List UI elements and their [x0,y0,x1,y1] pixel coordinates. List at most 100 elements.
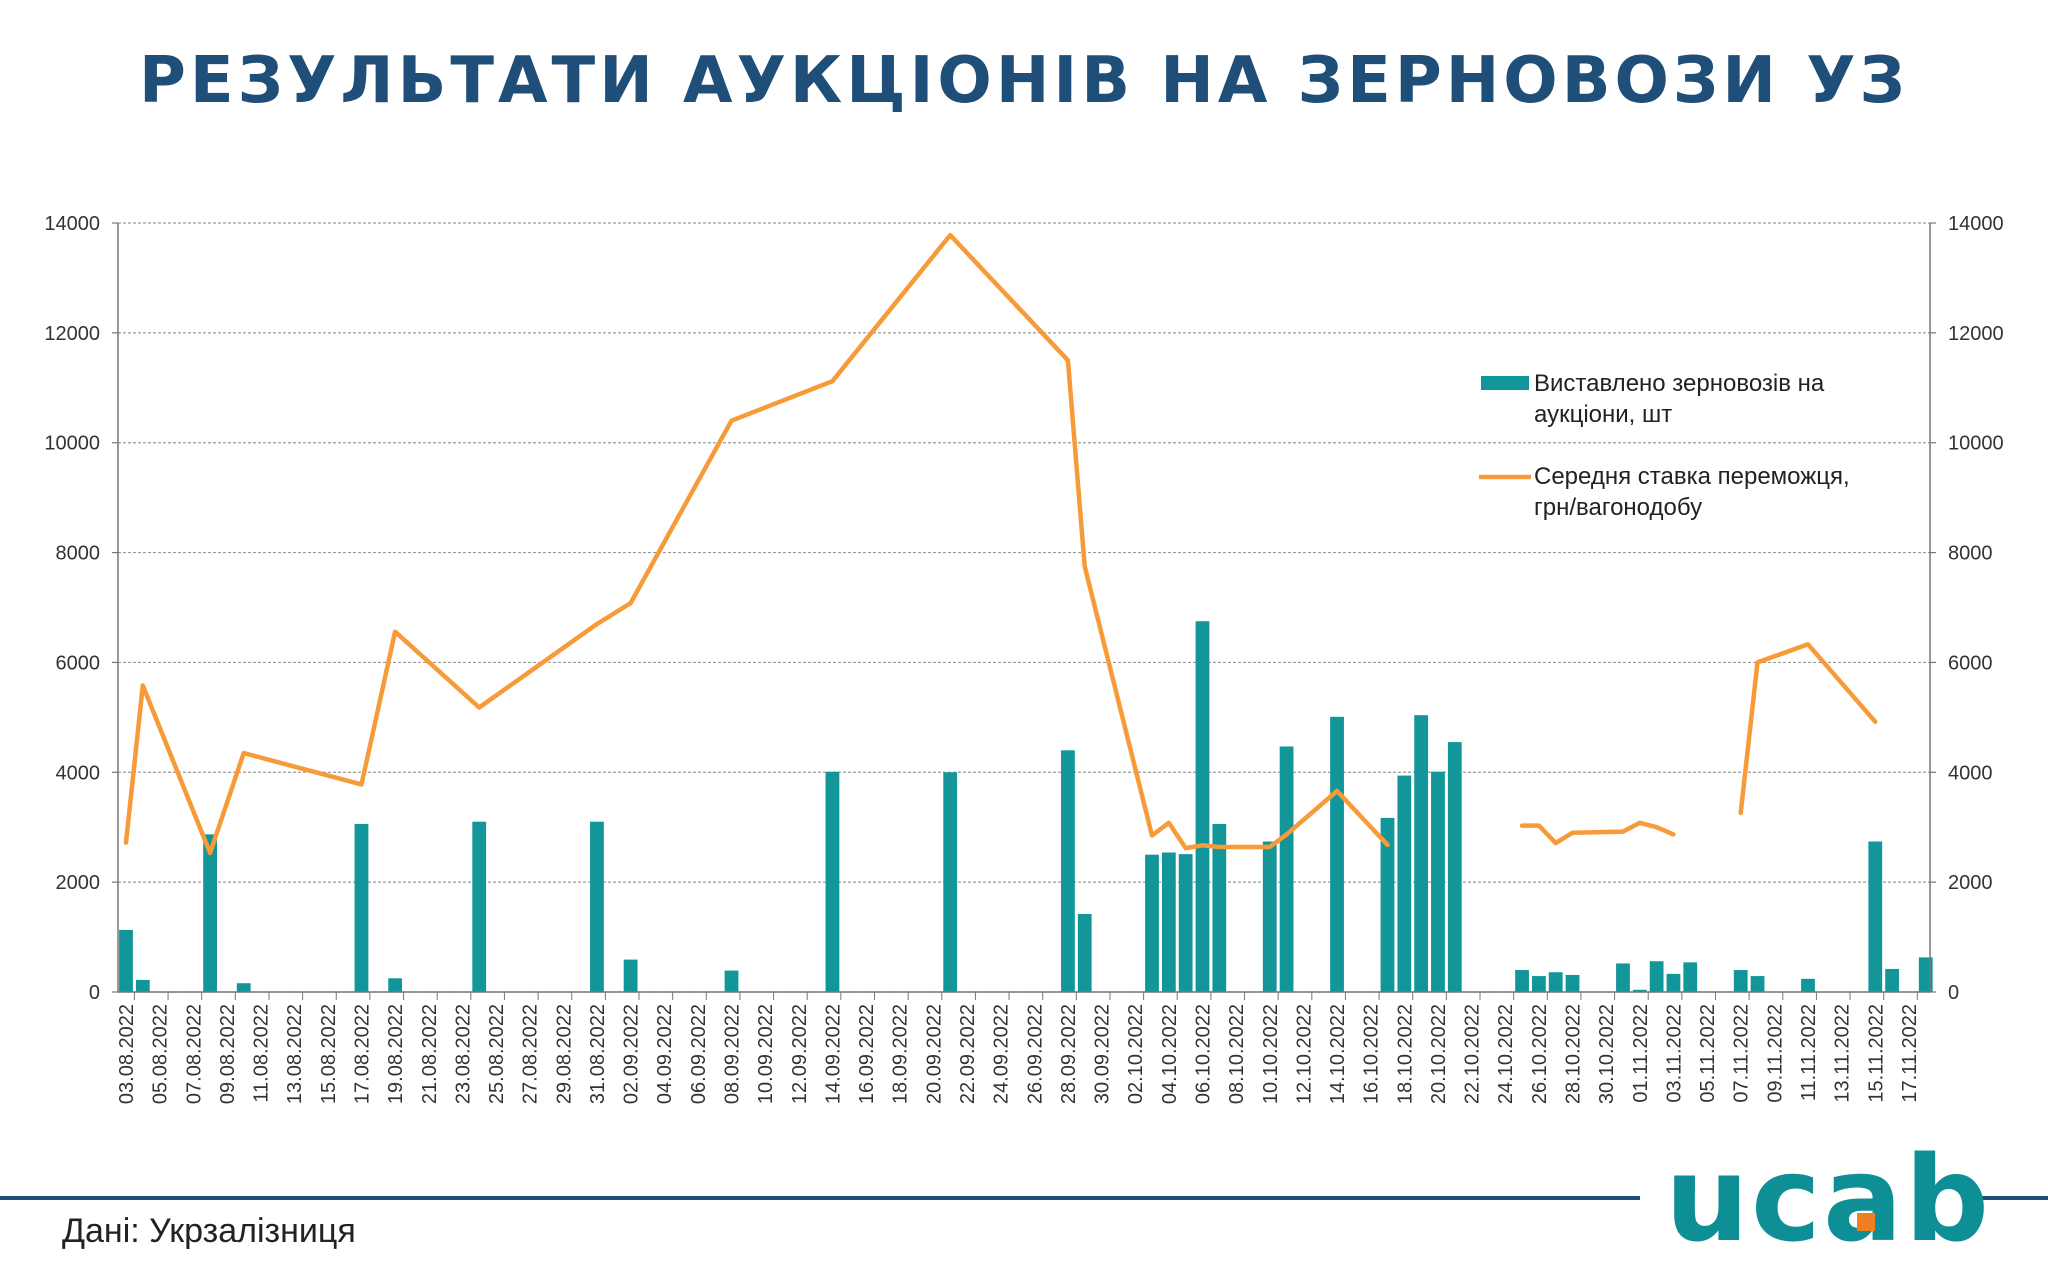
bar [1279,746,1294,992]
x-tick-label: 13.11.2022 [1832,1004,1854,1103]
x-tick-label: 04.10.2022 [1159,1004,1181,1104]
x-tick-label: 07.08.2022 [183,1004,205,1104]
y-tick-label-right: 0 [1948,982,1959,1004]
page-title: РЕЗУЛЬТАТИ АУКЦІОНІВ НА ЗЕРНОВОЗИ УЗ [138,44,1910,118]
x-tick-label: 13.08.2022 [284,1004,306,1104]
bar [1195,621,1210,992]
bar [236,983,251,992]
line-segment [123,232,1390,856]
logo-accent-square [1857,1213,1875,1231]
x-tick-label: 05.11.2022 [1697,1004,1719,1103]
x-tick-label: 03.11.2022 [1663,1004,1685,1103]
y-tick-label-right: 2000 [1948,872,1993,894]
bar [135,979,150,992]
x-tick-label: 15.08.2022 [318,1004,340,1104]
x-tick-label: 28.10.2022 [1563,1004,1585,1104]
gridlines [118,222,1930,993]
x-tick-label: 08.10.2022 [1226,1004,1248,1104]
bar [1666,973,1681,992]
y-tick-label-right: 8000 [1948,543,1993,565]
legend-label-line: Середня ставка переможця, грн/вагонодобу [1534,463,1850,521]
legend-label-bars: Виставлено зерновозів на аукціони, шт [1534,370,1825,428]
bar [623,959,638,992]
x-tick-label: 18.10.2022 [1394,1004,1416,1104]
x-tick-label: 11.08.2022 [251,1004,273,1103]
bar [1531,976,1546,992]
bar [1161,852,1176,992]
x-tick-label: 30.09.2022 [1092,1004,1114,1104]
x-axis-ticks: 03.08.2022 05.08.2022 07.08.2022 09.08.2022… [116,992,1921,1104]
y-tick-label-right: 10000 [1948,433,2004,455]
bar [590,821,604,992]
x-tick-label: 09.11.2022 [1764,1004,1786,1103]
y-tick-label-left: 6000 [56,652,101,674]
x-tick-label: 29.08.2022 [553,1004,575,1104]
x-tick-label: 08.09.2022 [722,1004,744,1104]
bar [1077,914,1092,992]
x-tick-label: 12.09.2022 [789,1004,811,1104]
x-tick-label: 01.11.2022 [1630,1004,1652,1103]
bar [1262,841,1277,992]
x-tick-label: 12.10.2022 [1293,1004,1315,1104]
bar [1330,716,1344,992]
y-tick-label-left: 12000 [44,323,100,345]
x-tick-label: 03.08.2022 [116,1004,138,1104]
x-tick-label: 28.09.2022 [1058,1004,1080,1104]
x-tick-label: 20.09.2022 [923,1004,945,1104]
bar [1431,771,1445,992]
x-tick-label: 07.11.2022 [1731,1004,1753,1103]
bar [203,834,217,992]
y-tick-label-left: 4000 [56,762,101,784]
bar [354,823,369,992]
x-tick-label: 31.08.2022 [587,1004,609,1104]
x-tick-label: 14.09.2022 [822,1004,844,1104]
x-tick-label: 27.08.2022 [520,1004,542,1104]
bar [1801,978,1815,992]
x-tick-label: 11.11.2022 [1798,1004,1820,1101]
bar [1616,963,1630,992]
bar [1447,742,1462,992]
bar [1414,715,1429,992]
bar [1750,976,1765,992]
bar [1145,854,1159,992]
x-tick-label: 10.10.2022 [1260,1004,1282,1104]
y-axis-right-ticks: 0 2000 4000 6000 8000 10000 12000 14000 [1930,213,2004,1004]
bar [1397,775,1412,992]
x-tick-label: 14.10.2022 [1327,1004,1349,1104]
x-tick-label: 09.08.2022 [217,1004,239,1104]
x-tick-label: 26.09.2022 [1024,1004,1046,1104]
x-tick-label: 10.09.2022 [755,1004,777,1104]
y-axis-left-ticks: 0 2000 4000 6000 8000 10000 12000 14000 [44,213,118,1004]
x-tick-label: 24.09.2022 [991,1004,1013,1104]
bar [724,970,739,992]
x-tick-label: 25.08.2022 [486,1004,508,1104]
bar [1515,970,1529,992]
x-tick-label: 22.09.2022 [957,1004,979,1104]
bar [1683,962,1698,992]
line-series [123,232,1878,856]
legend: Виставлено зерновозів на аукціони, шт Сере… [1479,370,1850,521]
x-tick-label: 16.09.2022 [856,1004,878,1104]
x-tick-label: 06.10.2022 [1192,1004,1214,1104]
y-tick-label-left: 14000 [44,213,100,235]
x-tick-label: 26.10.2022 [1529,1004,1551,1104]
x-tick-label: 02.10.2022 [1125,1004,1147,1104]
x-tick-label: 18.09.2022 [890,1004,912,1104]
bar [1649,961,1664,992]
x-tick-label: 30.10.2022 [1596,1004,1618,1104]
x-tick-label: 05.08.2022 [150,1004,172,1104]
bar [1548,972,1563,992]
line-segment [1519,820,1676,846]
bar [1565,974,1580,992]
x-tick-label: 17.08.2022 [351,1004,373,1104]
legend-bar-swatch [1481,376,1529,390]
bar [1885,968,1899,992]
x-tick-label: 04.09.2022 [654,1004,676,1104]
bar [1733,970,1748,992]
bar [1061,750,1075,992]
ucab-logo: ucab [1665,1130,1992,1268]
x-tick-label: 19.08.2022 [385,1004,407,1104]
x-tick-label: 06.09.2022 [688,1004,710,1104]
x-tick-label: 16.10.2022 [1361,1004,1383,1104]
